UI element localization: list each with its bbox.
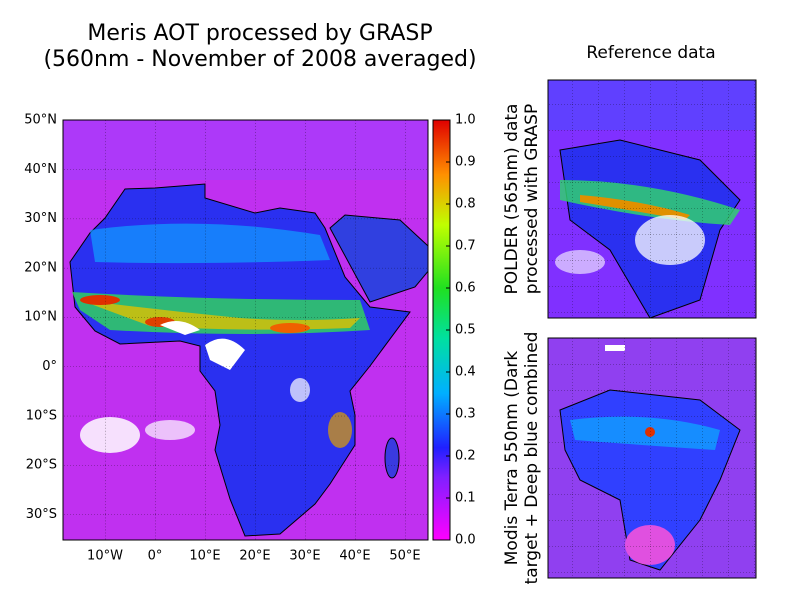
lat-tick-label: 10°S bbox=[26, 408, 57, 423]
lon-tick-label: 10°W bbox=[87, 549, 123, 564]
lat-tick-label: 20°S bbox=[26, 458, 57, 473]
polder-label: processed with GRASP bbox=[522, 104, 542, 294]
lat-tick-label: 30°N bbox=[24, 211, 57, 226]
colorbar-tick-label: 0.6 bbox=[455, 281, 476, 296]
colorbar-tick-label: 1.0 bbox=[455, 113, 476, 128]
lat-tick-label: 0° bbox=[42, 359, 57, 374]
map-title: Meris AOT processed by GRASP bbox=[87, 21, 432, 46]
modis-label: target + Deep blue combined bbox=[522, 332, 542, 585]
lat-tick-label: 40°N bbox=[24, 162, 57, 177]
colorbar-tick-label: 0.1 bbox=[455, 491, 476, 506]
reference-title: Reference data bbox=[586, 43, 715, 63]
lat-tick-label: 50°N bbox=[24, 113, 57, 128]
aot-map bbox=[63, 120, 428, 540]
lon-tick-label: 50°E bbox=[389, 549, 420, 564]
lon-tick-label: 40°E bbox=[339, 549, 370, 564]
map-frame bbox=[62, 119, 429, 541]
polder-label: POLDER (565nm) data bbox=[502, 104, 522, 295]
lat-tick-label: 30°S bbox=[26, 507, 57, 522]
colorbar-tick-label: 0.4 bbox=[455, 365, 476, 380]
colorbar-axis: 1.0 0.9 0.8 0.7 0.6 0.5 0.4 0.3 0.2 0.1 0.0 bbox=[446, 113, 476, 548]
colorbar-tick-label: 0.3 bbox=[455, 407, 476, 422]
colorbar-tick-label: 0.2 bbox=[455, 449, 476, 464]
map-subtitle: (560nm - November of 2008 averaged) bbox=[43, 47, 476, 72]
lon-tick-label: 20°E bbox=[239, 549, 270, 564]
modis-map bbox=[548, 338, 756, 578]
lat-tick-label: 10°N bbox=[24, 310, 57, 325]
colorbar-tick-label: 0.9 bbox=[455, 155, 476, 170]
colorbar-tick-label: 0.0 bbox=[455, 533, 476, 548]
polder-frame bbox=[547, 79, 757, 319]
colorbar-tick-label: 0.7 bbox=[455, 239, 476, 254]
lon-axis: 10°W 0° 10°E 20°E 30°E 40°E 50°E bbox=[87, 549, 421, 564]
modis-label: Modis Terra 550nm (Dark bbox=[502, 351, 522, 566]
polder-map bbox=[548, 80, 756, 318]
colorbar-tick-label: 0.8 bbox=[455, 197, 476, 212]
modis-frame bbox=[547, 337, 757, 579]
lon-tick-label: 30°E bbox=[289, 549, 320, 564]
lon-tick-label: 10°E bbox=[189, 549, 220, 564]
lon-tick-label: 0° bbox=[148, 549, 163, 564]
colorbar-tick-label: 0.5 bbox=[455, 323, 476, 338]
lat-axis: 50°N 40°N 30°N 20°N 10°N 0° 10°S 20°S 30°S bbox=[24, 113, 57, 522]
lat-tick-label: 20°N bbox=[24, 260, 57, 275]
